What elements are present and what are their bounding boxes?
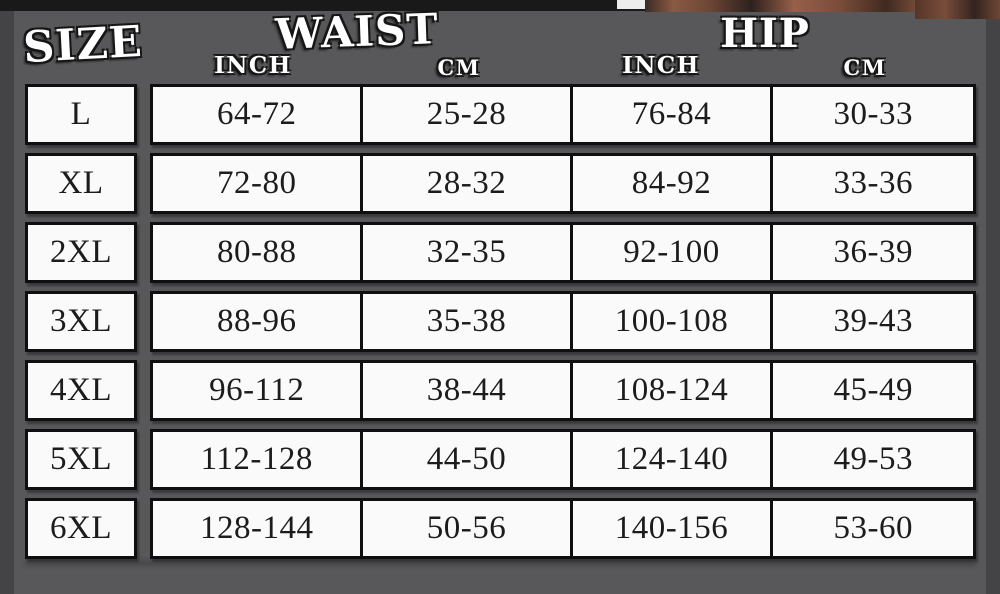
hip-inch-cell: 84-92	[569, 156, 771, 211]
top-dark-strip	[0, 0, 648, 11]
size-cell: 2XL	[25, 222, 137, 283]
size-cell: L	[25, 84, 137, 145]
size-table-body: L 64-72 25-28 76-84 30-33 XL 72-80 28-32…	[0, 84, 1000, 559]
table-row: L 64-72 25-28 76-84 30-33	[0, 84, 1000, 145]
hip-inch-cell: 124-140	[569, 432, 771, 487]
right-edge-shade	[986, 0, 1000, 594]
measurement-cells: 88-96 35-38 100-108 39-43	[150, 291, 976, 352]
hip-cm-cell: 30-33	[770, 87, 973, 142]
hip-cm-cell: 53-60	[770, 501, 973, 556]
table-row: 2XL 80-88 32-35 92-100 36-39	[0, 222, 1000, 283]
waist-inch-cell: 112-128	[200, 441, 313, 477]
row-gap	[137, 153, 150, 214]
waist-inch-cell: 64-72	[216, 96, 297, 132]
row-gap	[137, 84, 150, 145]
waist-inch-cell: 96-112	[209, 372, 305, 408]
size-cell: 3XL	[25, 291, 137, 352]
size-cell: XL	[25, 153, 137, 214]
hip-inch-cell: 108-124	[569, 363, 771, 418]
hip-cm-cell: 33-36	[770, 156, 973, 211]
hip-inch-cell: 92-100	[569, 225, 771, 280]
waist-cm-cell: 38-44	[360, 363, 569, 418]
table-row: 5XL 112-128 44-50 124-140 49-53	[0, 429, 1000, 490]
waist-inch-cell: 72-80	[216, 165, 297, 201]
left-edge-shade	[0, 0, 14, 594]
subheader-waist-inch: INCH	[214, 52, 292, 79]
table-row: 4XL 96-112 38-44 108-124 45-49	[0, 360, 1000, 421]
hip-inch-cell: 140-156	[569, 501, 771, 556]
waist-cm-cell: 32-35	[360, 225, 569, 280]
brick-texture-corner	[915, 0, 1000, 19]
waist-cm-cell: 50-56	[360, 501, 569, 556]
table-row: 6XL 128-144 50-56 140-156 53-60	[0, 498, 1000, 559]
measurement-cells: 96-112 38-44 108-124 45-49	[150, 360, 976, 421]
measurement-cells: 128-144 50-56 140-156 53-60	[150, 498, 976, 559]
brick-texture-strip	[645, 0, 1000, 12]
measurement-cells: 112-128 44-50 124-140 49-53	[150, 429, 976, 490]
waist-cm-cell: 35-38	[360, 294, 569, 349]
size-cell: 4XL	[25, 360, 137, 421]
subheader-waist-cm: CM	[437, 55, 481, 80]
hip-inch-cell: 76-84	[569, 87, 771, 142]
waist-inch-cell: 88-96	[216, 303, 297, 339]
table-row: 3XL 88-96 35-38 100-108 39-43	[0, 291, 1000, 352]
measurement-cells: 64-72 25-28 76-84 30-33	[150, 84, 976, 145]
waist-inch-cell: 128-144	[199, 510, 314, 546]
hip-cm-cell: 45-49	[770, 363, 973, 418]
measurement-cells: 80-88 32-35 92-100 36-39	[150, 222, 976, 283]
size-cell: 6XL	[25, 498, 137, 559]
row-gap	[137, 498, 150, 559]
row-gap	[137, 429, 150, 490]
row-gap	[137, 360, 150, 421]
hip-inch-cell: 100-108	[569, 294, 771, 349]
top-white-notch	[617, 0, 647, 9]
hip-cm-cell: 49-53	[770, 432, 973, 487]
hip-cm-cell: 36-39	[770, 225, 973, 280]
size-cell: 5XL	[25, 429, 137, 490]
subheader-hip-inch: INCH	[622, 52, 700, 79]
waist-cm-cell: 25-28	[360, 87, 569, 142]
column-header-size: SIZE	[22, 16, 144, 74]
waist-inch-cell: 80-88	[216, 234, 297, 270]
table-drop-shadow	[25, 560, 976, 566]
hip-cm-cell: 39-43	[770, 294, 973, 349]
column-header-hip: HIP	[720, 10, 810, 57]
waist-cm-cell: 28-32	[360, 156, 569, 211]
waist-cm-cell: 44-50	[360, 432, 569, 487]
subheader-hip-cm: CM	[843, 55, 887, 80]
row-gap	[137, 222, 150, 283]
table-row: XL 72-80 28-32 84-92 33-36	[0, 153, 1000, 214]
row-gap	[137, 291, 150, 352]
measurement-cells: 72-80 28-32 84-92 33-36	[150, 153, 976, 214]
